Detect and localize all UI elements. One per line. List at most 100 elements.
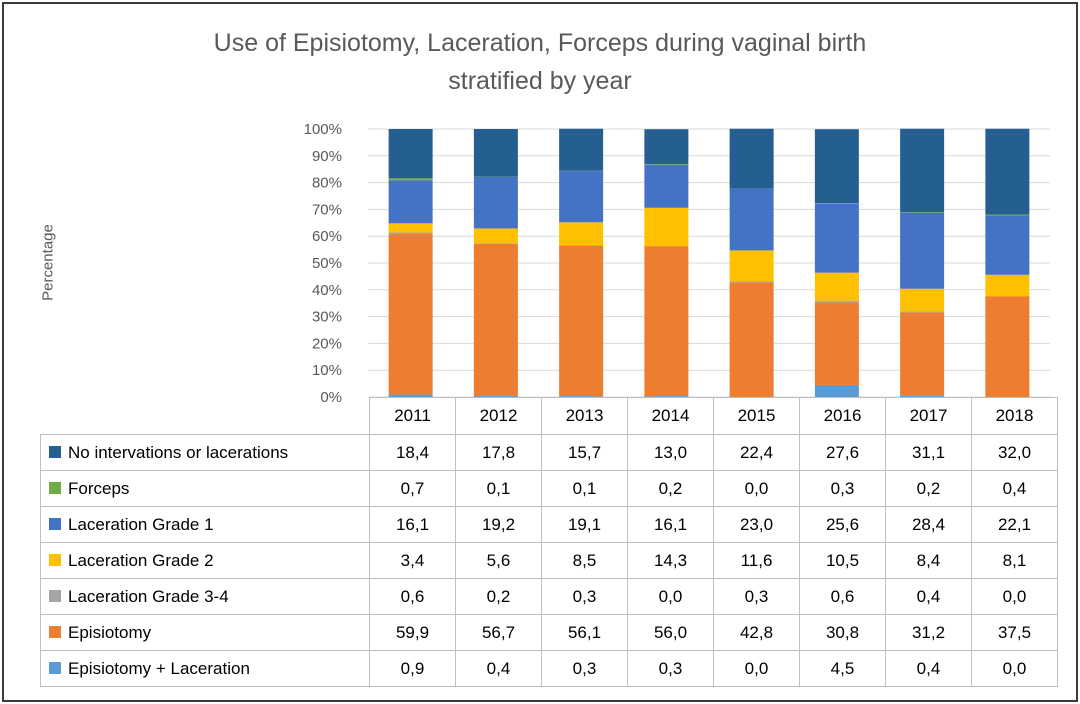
table-row: Episiotomy 59,9 56,7 56,1 56,0 42,8 30,8 31,2 37… [40, 614, 1058, 651]
data-label: 15,7 [541, 434, 628, 471]
bar-segment [985, 296, 1030, 397]
bar-segment [388, 178, 433, 181]
legend-entry: Laceration Grade 3-4 [40, 578, 370, 615]
table-row: Laceration Grade 3-4 0,6 0,2 0,3 0,0 0,3 0,6 0,… [40, 578, 1058, 615]
bar-segment [729, 282, 774, 397]
bar-segment [985, 214, 1030, 216]
data-label: 0,7 [369, 470, 456, 507]
table-row: Laceration Grade 1 16,1 19,2 19,1 16,1 23,0 25… [40, 506, 1058, 543]
x-tick-label: 2012 [455, 397, 542, 435]
data-label: 0,4 [885, 578, 972, 615]
data-label: 22,4 [713, 434, 800, 471]
data-label: 3,4 [369, 542, 456, 579]
legend-swatch [49, 590, 61, 603]
data-label: 0,0 [713, 470, 800, 507]
data-label: 16,1 [627, 506, 714, 543]
chart-title-line-2: stratified by year [448, 67, 632, 95]
data-label: 25,6 [799, 506, 886, 543]
bar-segment [473, 176, 518, 229]
data-label: 8,4 [885, 542, 972, 579]
y-tick-label: 10% [312, 362, 342, 379]
bar-segment [814, 384, 859, 397]
bar-segment [814, 129, 859, 204]
legend-swatch [49, 482, 61, 495]
bar-segment [900, 395, 945, 397]
bar-segment [388, 129, 433, 179]
table-row: No intervations or lacerations 18,4 17,8 15… [40, 434, 1058, 471]
data-table: 2011 2012 2013 2014 2015 2016 2017 2018 No inte… [40, 397, 1058, 687]
data-label: 4,5 [799, 650, 886, 687]
data-label: 8,1 [971, 542, 1058, 579]
data-label: 0,3 [627, 650, 714, 687]
bar-segment [900, 128, 945, 213]
data-label: 0,2 [455, 578, 542, 615]
y-tick-label: 20% [312, 335, 342, 352]
bar-segment [473, 395, 518, 397]
data-label: 30,8 [799, 614, 886, 651]
data-label: 10,5 [799, 542, 886, 579]
data-label: 13,0 [627, 434, 714, 471]
data-label: 0,1 [455, 470, 542, 507]
legend-label: Laceration Grade 2 [68, 550, 214, 570]
bar-segment [985, 215, 1030, 275]
data-label: 0,0 [627, 578, 714, 615]
y-tick-label: 80% [312, 175, 342, 192]
bar-segment [559, 222, 604, 246]
data-label: 16,1 [369, 506, 456, 543]
bar-segment [900, 311, 945, 313]
y-tick-label: 50% [312, 255, 342, 272]
table-row: Laceration Grade 2 3,4 5,6 8,5 14,3 11,6 10,5 8… [40, 542, 1058, 579]
data-label: 32,0 [971, 434, 1058, 471]
legend-entry: Episiotomy + Laceration [40, 650, 370, 687]
data-label: 0,0 [971, 650, 1058, 687]
legend-label: Forceps [68, 478, 130, 498]
data-label: 0,6 [799, 578, 886, 615]
bar-segment [985, 274, 1030, 297]
data-label: 18,4 [369, 434, 456, 471]
data-label: 5,6 [455, 542, 542, 579]
x-tick-label: 2011 [369, 397, 456, 435]
legend-entry: Laceration Grade 2 [40, 542, 370, 579]
bar-segment [644, 164, 689, 208]
bar-segment [729, 250, 774, 282]
chart-title-line-1: Use of Episiotomy, Laceration, Forceps d… [213, 29, 867, 57]
legend-entry: No intervations or lacerations [40, 434, 370, 471]
data-label: 27,6 [799, 434, 886, 471]
legend-label: No intervations or lacerations [68, 442, 289, 462]
data-label: 0,3 [713, 578, 800, 615]
bar-segment [729, 281, 774, 283]
table-body: No intervations or lacerations 18,4 17,8 15… [40, 434, 1058, 687]
bar-segment [473, 129, 518, 177]
data-label: 11,6 [713, 542, 800, 579]
data-label: 0,1 [541, 470, 628, 507]
bar-segment [473, 243, 518, 396]
data-label: 0,9 [369, 650, 456, 687]
bar-segment [388, 234, 433, 395]
legend-swatch [49, 626, 61, 639]
data-label: 19,1 [541, 506, 628, 543]
data-label: 0,0 [713, 650, 800, 687]
chart-title: Use of Episiotomy, Laceration, Forceps d… [0, 24, 1080, 100]
bar-segment [814, 272, 859, 301]
bar-segment [473, 243, 518, 244]
data-label: 31,1 [885, 434, 972, 471]
data-label: 31,2 [885, 614, 972, 651]
table-header-row: 2011 2012 2013 2014 2015 2016 2017 2018 [40, 397, 1058, 435]
legend-swatch [49, 662, 61, 675]
data-label: 0,0 [971, 578, 1058, 615]
bar-segment [388, 180, 433, 224]
data-label: 0,2 [885, 470, 972, 507]
bar-segment [814, 300, 859, 303]
bar-segment [729, 188, 774, 251]
legend-swatch [49, 446, 61, 459]
bar-segment [559, 396, 604, 397]
data-label: 0,6 [369, 578, 456, 615]
bar-segment [814, 302, 859, 385]
bar-segment [559, 245, 604, 397]
data-label: 28,4 [885, 506, 972, 543]
legend-entry: Laceration Grade 1 [40, 506, 370, 543]
y-tick-label: 100% [304, 121, 342, 138]
data-label: 14,3 [627, 542, 714, 579]
data-label: 0,4 [455, 650, 542, 687]
